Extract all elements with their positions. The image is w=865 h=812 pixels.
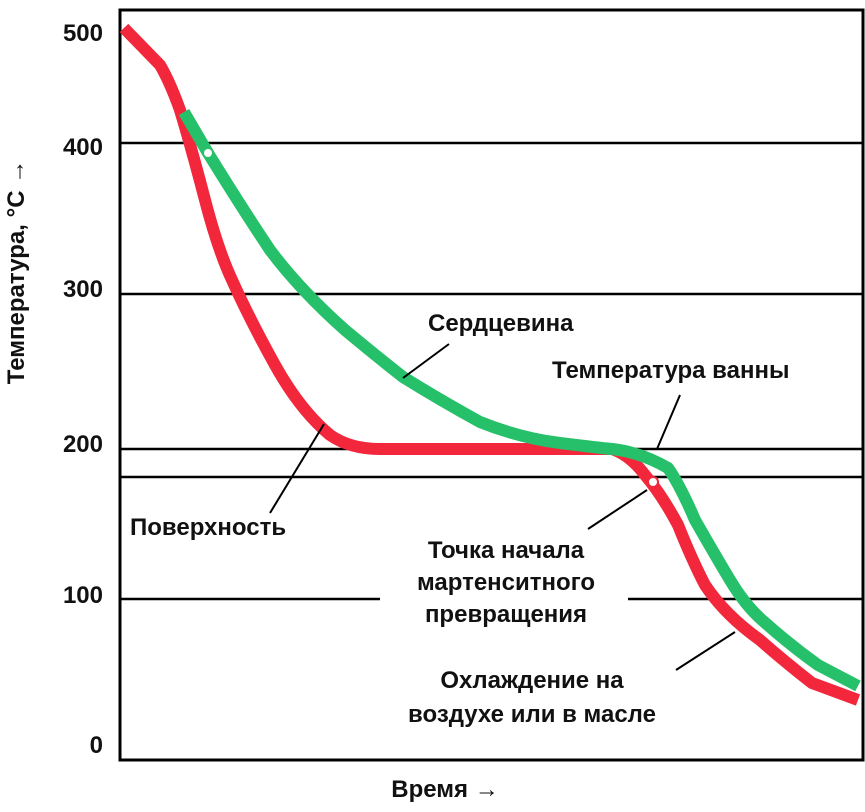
core-leader-line <box>402 343 450 379</box>
ms-point-marker <box>647 476 659 488</box>
ms-label-line3: превращения <box>425 601 587 628</box>
core-curve <box>178 108 861 692</box>
y-tick-100: 100 <box>63 582 103 609</box>
cooling-leader-line <box>675 631 736 671</box>
ms-label-line2: мартенситного <box>417 569 595 596</box>
y-tick-0: 0 <box>90 732 103 759</box>
core-marker <box>202 147 214 159</box>
y-tick-200: 200 <box>63 431 103 458</box>
cooling-label-line2: воздухе или в масле <box>408 701 656 728</box>
cooling-label-line1: Охлаждение на <box>440 667 624 694</box>
surface-leader-line <box>269 423 325 514</box>
surface-label: Поверхность <box>130 514 286 541</box>
ms-label-line1: Точка начала <box>428 537 585 564</box>
core-label: Сердцевина <box>428 310 574 337</box>
surface-curve <box>119 23 861 706</box>
bath-temperature-label: Температура ванны <box>552 357 789 384</box>
y-tick-500: 500 <box>63 20 103 47</box>
y-axis-title: Температура, °C → <box>3 160 30 384</box>
ms-leader-line <box>587 489 648 530</box>
y-tick-400: 400 <box>63 134 103 161</box>
x-axis-title: Время → <box>391 776 498 803</box>
bath-leader-line <box>656 394 681 450</box>
y-tick-300: 300 <box>63 276 103 303</box>
plot-frame <box>118 8 865 762</box>
